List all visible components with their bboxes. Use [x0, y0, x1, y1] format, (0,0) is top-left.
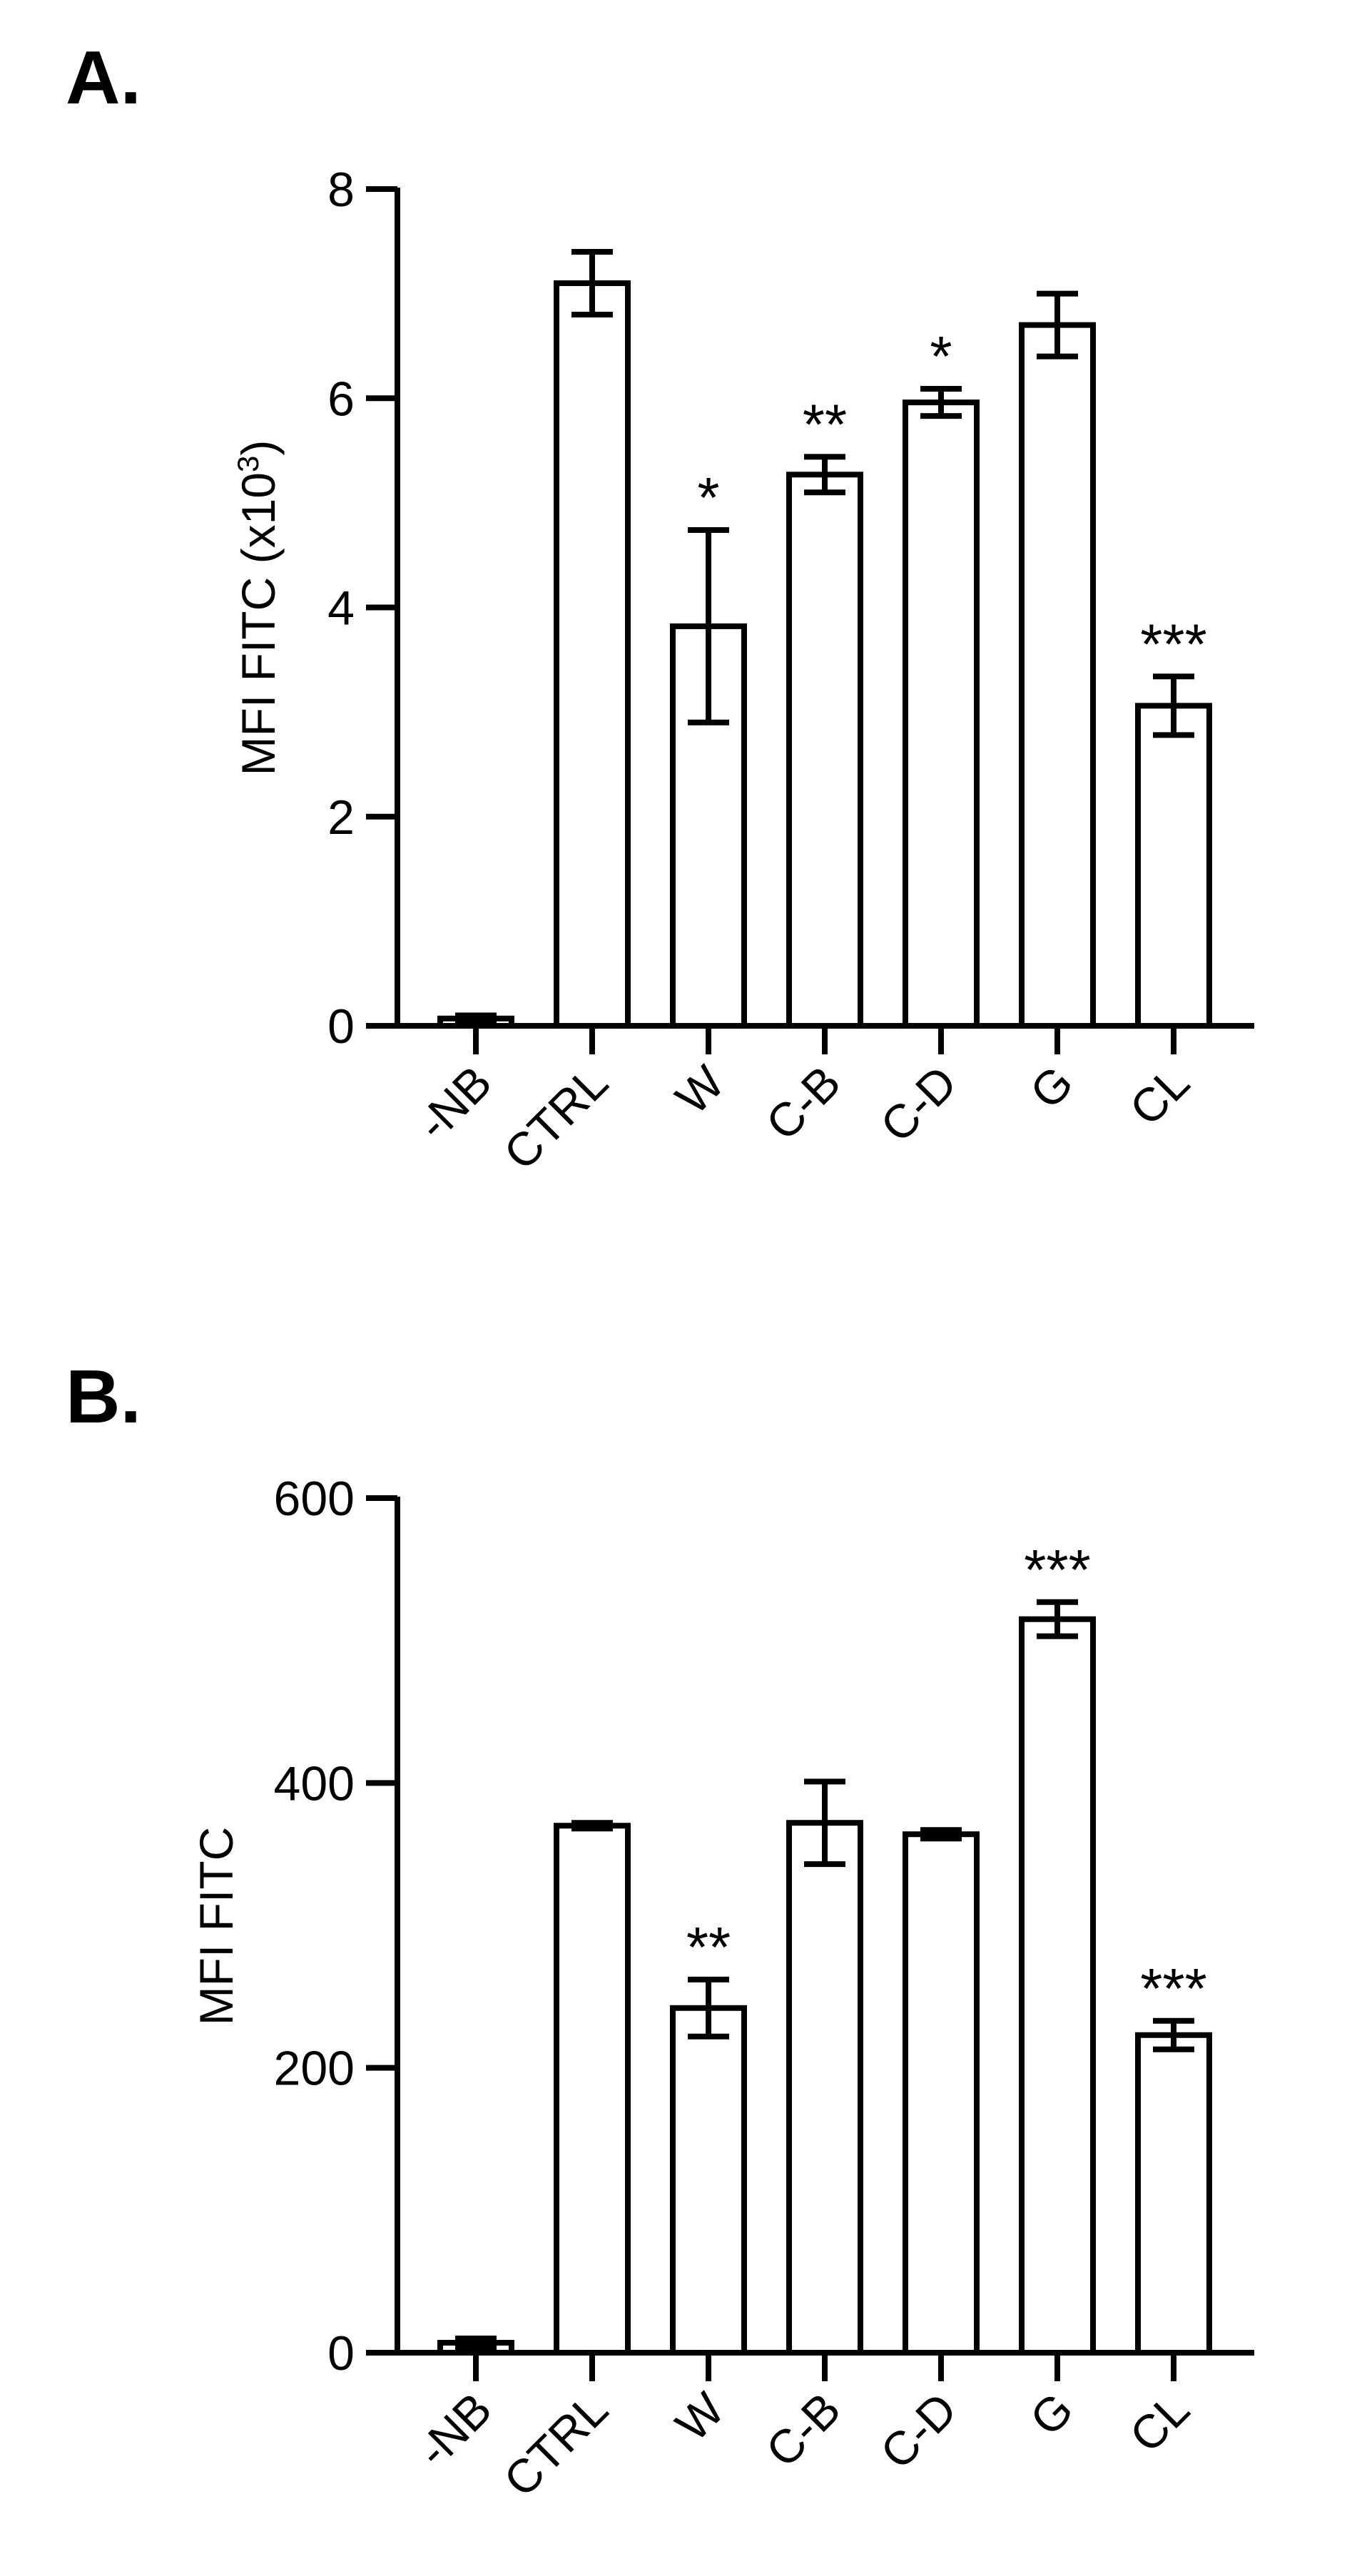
significance-label: **: [686, 1915, 731, 1979]
x-tick-label: -NB: [407, 2383, 502, 2478]
significance-label: **: [803, 392, 847, 456]
panel-a: A. 0 2 4 6 8 MFI FITC (x103) -NB CTRL * W ** C-B * C-…: [0, 0, 1347, 1284]
y-axis-label-text: MFI FITC: [190, 1827, 243, 2026]
y-tick-label: 200: [274, 2042, 355, 2096]
significance-label: *: [697, 466, 719, 529]
y-tick-label: 2: [327, 790, 355, 845]
bar: [1135, 2032, 1212, 2356]
x-tick-label: C-B: [756, 2383, 850, 2478]
bar: [670, 2005, 747, 2356]
x-tick-label: C-D: [870, 2383, 967, 2479]
bar: [554, 1823, 631, 2356]
x-tick-label: CTRL: [494, 2383, 618, 2507]
x-tick-label: CL: [1119, 2383, 1199, 2463]
bar: [903, 399, 980, 1029]
x-tick-label: C-D: [870, 1056, 967, 1152]
panel-b: B. 0 200 400 600 MFI FITC -NB CTRL ** W C-B C-D ***…: [0, 1284, 1347, 2576]
y-tick-label: 8: [327, 163, 355, 217]
y-axis-label: MFI FITC (x103): [231, 440, 285, 776]
x-tick-label: -NB: [407, 1056, 502, 1151]
x-tick-label: G: [1020, 1056, 1083, 1119]
x-tick-label: W: [666, 1055, 735, 1124]
bar: [903, 1831, 980, 2356]
y-tick-label: 4: [327, 581, 355, 636]
y-tick-label: 6: [327, 372, 355, 426]
bar: [554, 280, 631, 1029]
bar: [1135, 703, 1212, 1029]
y-tick-label: 600: [274, 1472, 355, 1526]
y-axis-label-text: MFI FITC (x10: [232, 472, 285, 775]
y-tick-label: 0: [327, 999, 355, 1054]
significance-label: ***: [1024, 1538, 1090, 1602]
x-tick-label: CTRL: [494, 1056, 618, 1180]
y-axis-label-tail: ): [232, 440, 285, 456]
x-tick-label: G: [1020, 2383, 1083, 2446]
y-axis-label-superscript: 3: [231, 456, 265, 472]
x-tick-label: C-B: [756, 1056, 850, 1151]
x-tick-label: CL: [1119, 1056, 1199, 1136]
panel-a-label: A.: [66, 36, 141, 120]
significance-label: ***: [1140, 612, 1206, 676]
y-axis-label: MFI FITC: [190, 1827, 243, 2026]
bar: [1019, 1616, 1096, 2356]
panel-b-label: B.: [66, 1355, 141, 1439]
significance-label: *: [930, 325, 952, 388]
x-tick-label: W: [666, 2382, 735, 2451]
bar: [786, 1820, 863, 2356]
y-tick-label: 0: [327, 2326, 355, 2381]
y-tick-label: 400: [274, 1756, 355, 1811]
bar: [786, 472, 863, 1029]
significance-label: ***: [1140, 1957, 1206, 2020]
bar: [1019, 322, 1096, 1029]
